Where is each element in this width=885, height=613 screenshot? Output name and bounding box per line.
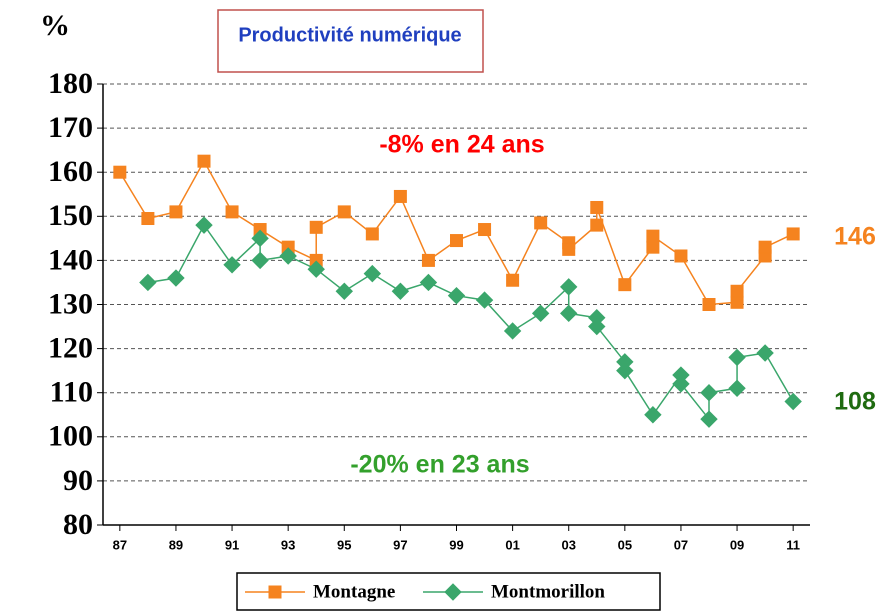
marker [618,278,632,292]
x-tick-label: 93 [281,537,295,552]
y-tick-label: 80 [63,508,93,541]
marker [784,392,802,411]
marker [391,282,410,300]
y-tick-label: 140 [48,243,93,276]
x-tick-label: 95 [337,537,351,552]
marker [225,205,239,219]
marker [195,216,213,234]
marker [337,205,351,219]
y-tick-label: 180 [48,67,93,100]
annotation: -8% en 24 ans [379,131,544,159]
annotation: -20% en 23 ans [350,451,529,479]
x-tick-label: 97 [393,537,407,552]
marker [700,383,718,402]
marker [560,304,578,323]
marker [444,583,462,601]
marker [730,284,744,298]
y-tick-label: 150 [48,199,93,232]
y-tick-label: 120 [48,331,93,364]
marker [279,247,297,265]
x-tick-label: 07 [674,537,688,552]
marker [113,165,127,179]
x-tick-label: 09 [730,537,744,552]
y-tick-label: 100 [48,420,93,453]
marker [450,234,463,248]
marker [506,273,520,287]
marker [419,273,438,292]
y-axis-label: % [40,9,70,42]
marker [672,375,690,393]
marker [560,278,578,296]
marker [590,200,604,214]
x-tick-label: 89 [169,537,183,552]
marker [728,348,746,367]
marker [588,317,606,336]
marker [646,229,660,243]
marker [365,227,379,241]
marker [730,295,744,309]
x-tick-label: 87 [113,537,127,552]
y-tick-label: 110 [50,376,93,409]
x-tick-label: 91 [225,537,239,552]
y-tick-label: 170 [48,111,93,144]
marker [590,218,604,232]
y-tick-label: 130 [48,287,93,320]
legend-label: Montagne [313,581,395,602]
marker [562,242,576,256]
marker [335,282,353,300]
annotation: 146 [834,223,876,251]
marker [700,410,718,428]
marker [503,322,522,340]
marker [169,205,183,219]
marker [644,406,662,424]
annotation: 108 [834,388,876,416]
legend-label: Montmorillon [491,581,605,602]
marker [223,256,241,274]
marker [363,264,382,283]
marker [421,253,435,267]
chart-title: Productivité numérique [238,24,461,46]
marker [197,154,211,168]
marker [393,189,407,203]
marker [728,379,746,397]
marker [534,216,548,230]
marker [309,220,323,234]
marker [786,227,800,241]
y-tick-label: 160 [48,155,93,188]
marker [475,291,494,309]
marker [702,298,716,311]
marker [251,229,269,248]
x-tick-label: 05 [618,537,632,552]
marker [756,344,774,362]
marker [674,249,688,263]
y-tick-label: 90 [63,464,93,497]
marker [141,212,155,226]
marker [167,269,185,287]
marker [307,260,325,278]
x-tick-label: 99 [449,537,463,552]
series-line [147,223,794,422]
x-tick-label: 03 [561,537,575,552]
marker [758,240,772,254]
marker [616,361,634,380]
marker [268,585,282,599]
x-tick-label: 01 [505,537,519,552]
title-box [217,9,484,73]
marker [646,240,660,254]
marker [139,273,157,292]
marker [251,251,269,270]
marker [447,286,466,305]
marker [531,304,550,323]
series-line [119,159,794,306]
x-tick-label: 11 [786,537,800,552]
marker [478,223,492,237]
